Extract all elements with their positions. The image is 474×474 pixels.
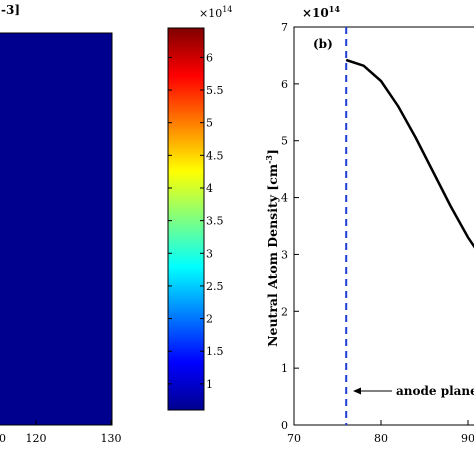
colorbar-tick-label: 5: [206, 117, 213, 130]
y-tick-label: 5: [281, 135, 288, 148]
x-tick-label: 90: [461, 432, 474, 445]
y-axis-label-close: ]: [265, 149, 280, 155]
colorbar-exponent-power: 14: [222, 5, 232, 14]
colorbar-tick-label: 4.5: [206, 149, 224, 162]
colorbar-exponent-base: ×10: [199, 7, 222, 20]
colorbar-gradient: [167, 27, 205, 411]
colorbar-tick-label: 1.5: [206, 345, 224, 358]
y-tick-label: 1: [281, 362, 288, 375]
x-tick-label: 80: [374, 432, 388, 445]
y-tick-label: 0: [281, 419, 288, 432]
heatmap-title-fragment: -3]: [1, 3, 20, 17]
x-ticks: 70 80 90: [287, 420, 474, 445]
colorbar-tick-label: 3: [206, 247, 213, 260]
y-axis-label-sup: -3: [264, 155, 274, 164]
line-chart-frame: [293, 26, 474, 426]
heatmap-x-tick-label: 130: [101, 432, 122, 445]
colorbar: ×1014 1 1.5 2 2.5 3 3.5 4 4.5 5 5.5 6: [167, 5, 232, 411]
y-tick-label: 6: [281, 78, 288, 91]
colorbar-tick-label: 1: [206, 378, 213, 391]
heatmap-x-tick-label: 120: [26, 432, 47, 445]
colorbar-tick-label: 4: [206, 182, 213, 195]
colorbar-tick-label: 3.5: [206, 215, 224, 228]
heatmap-field: [0, 32, 113, 426]
colorbar-tick-label: 2.5: [206, 280, 224, 293]
y-tick-label: 3: [281, 248, 288, 261]
colorbar-tick-label: 2: [206, 313, 213, 326]
y-tick-label: 2: [281, 305, 288, 318]
y-axis-label-main: Neutral Atom Density [cm: [265, 164, 280, 347]
y-exponent-label: ×1014: [302, 4, 340, 20]
panel-b-label: (b): [313, 37, 333, 51]
colorbar-ticks: 1 1.5 2 2.5 3 3.5 4 4.5 5 5.5 6: [168, 51, 224, 391]
colorbar-exponent: ×1014: [199, 5, 232, 20]
y-axis-label: Neutral Atom Density [cm-3]: [264, 149, 280, 347]
colorbar-tick-label: 5.5: [206, 84, 224, 97]
x-tick-label: 70: [287, 432, 301, 445]
annotation-arrow-head: [353, 387, 361, 395]
neutral-density-curve: [345, 58, 474, 249]
heatmap-x-tick-label: 120: [0, 432, 6, 445]
heatmap-x-ticks: 120 130 120: [0, 420, 122, 445]
y-tick-label: 4: [281, 192, 288, 205]
annotation: anode plane: [353, 384, 474, 398]
y-exponent-power: 14: [329, 4, 341, 14]
y-tick-label: 7: [281, 21, 288, 34]
annotation-text: anode plane: [396, 384, 474, 398]
y-exponent-base: ×10: [302, 6, 329, 20]
panel-a: -3] 120 130 120: [0, 3, 122, 445]
panel-b: ×1014 (b) Neutral Atom Density [cm-3] 01…: [264, 4, 474, 445]
colorbar-tick-label: 6: [206, 51, 213, 64]
y-ticks: 0 1 2 3 4 5 6 7: [281, 21, 299, 432]
